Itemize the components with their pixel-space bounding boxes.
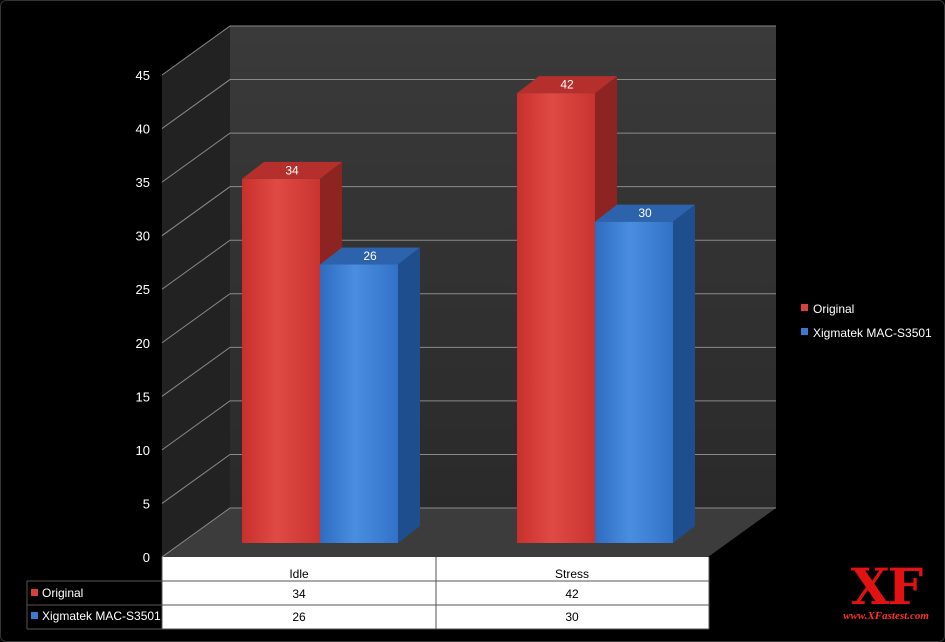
gridline: [161, 25, 776, 76]
y-tick-label: 5: [143, 496, 150, 511]
bars: [242, 76, 695, 544]
y-tick-label: 20: [136, 336, 150, 351]
legend: Original Xigmatek MAC-S3501: [801, 302, 932, 340]
bar-front: [242, 178, 320, 544]
y-tick-label: 40: [136, 122, 150, 137]
y-tick-label: 25: [136, 282, 150, 297]
y-tick-label: 10: [136, 443, 150, 458]
logo-url: www.XFastest.com: [843, 610, 929, 622]
bar-front: [320, 264, 398, 543]
bar-top: [242, 161, 342, 179]
table-swatch-xigmatek: [31, 612, 38, 619]
legend-label-original: Original: [813, 302, 854, 316]
bar-front: [595, 221, 673, 543]
y-tick-label: 15: [136, 389, 150, 404]
table-swatch-original: [31, 589, 38, 596]
bar-side: [673, 204, 695, 543]
data-labels: 34 26 42 30: [285, 78, 652, 263]
y-tick-label: 30: [136, 229, 150, 244]
bar-data-label: 34: [285, 163, 299, 177]
y-tick-label: 35: [136, 175, 150, 190]
table-header-idle: Idle: [289, 567, 309, 581]
bar: [595, 204, 695, 543]
table-cell-original-idle: 34: [292, 587, 306, 601]
bar-top: [517, 76, 617, 94]
logo-mark: XF: [850, 557, 923, 616]
bar-top: [320, 247, 420, 265]
table-header-stress: Stress: [555, 567, 589, 581]
y-axis-ticks: 0 5 10 15 20 25 30 35 40 45: [136, 68, 150, 565]
bar-data-label: 26: [363, 249, 377, 263]
table-cell-original-stress: 42: [565, 587, 579, 601]
table-rowlabel-original: Original: [42, 586, 83, 600]
legend-label-xigmatek: Xigmatek MAC-S3501: [813, 326, 932, 340]
legend-swatch-original: [801, 304, 808, 311]
y-tick-label: 0: [143, 550, 150, 565]
side-wall: [162, 26, 230, 557]
bar-top: [595, 204, 695, 222]
bar-front: [517, 93, 595, 543]
bar-side: [398, 247, 420, 543]
data-table: Idle Stress Original 34 42 Xigmatek MAC-…: [26, 557, 710, 630]
bar: [320, 247, 420, 543]
bar-data-label: 30: [638, 206, 652, 220]
table-cell-xigmatek-idle: 26: [292, 610, 306, 624]
bar-data-label: 42: [560, 78, 574, 92]
table-rowlabel-xigmatek: Xigmatek MAC-S3501: [42, 609, 161, 623]
y-tick-label: 45: [136, 68, 150, 83]
legend-swatch-xigmatek: [801, 328, 808, 335]
xfastest-logo: XF www.XFastest.com: [836, 560, 936, 630]
table-cell-xigmatek-stress: 30: [565, 610, 579, 624]
